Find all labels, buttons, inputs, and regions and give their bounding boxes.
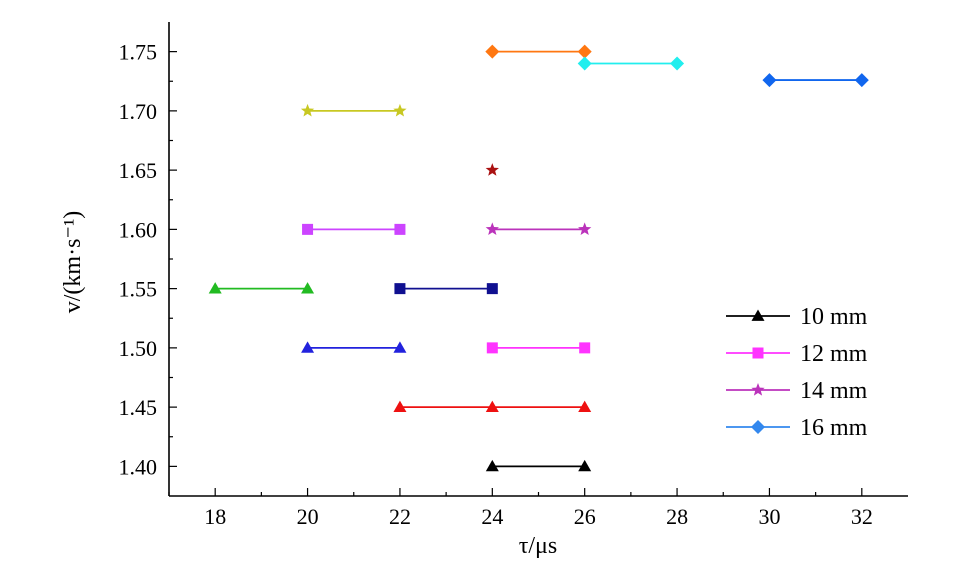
y-tick-label: 1.45	[119, 395, 158, 420]
y-tick-label: 1.75	[119, 40, 158, 65]
series-segment-1	[393, 400, 592, 412]
data-point-star	[393, 103, 407, 117]
x-ticks: 18 20 22 24 26 28 30 32	[168, 488, 873, 529]
legend-entry: 12 mm	[726, 341, 868, 367]
series-segment-3	[208, 282, 315, 294]
y-tick-label: 1.70	[119, 99, 158, 124]
legend-label: 14 mm	[800, 378, 868, 404]
series-segment-8	[485, 163, 499, 176]
y-tick-label: 1.65	[119, 158, 158, 183]
legend-marker-triangle	[751, 309, 765, 321]
y-tick-label: 1.60	[119, 217, 158, 242]
data-point-triangle	[485, 400, 499, 412]
data-point-triangle	[578, 400, 592, 412]
series-segment-5	[394, 283, 498, 295]
data-point-triangle	[301, 282, 315, 294]
x-tick-label: 24	[481, 504, 503, 529]
data-point-square	[302, 223, 314, 235]
series-segment-9	[300, 103, 407, 117]
data-point-star	[300, 103, 315, 117]
data-point-square	[486, 283, 498, 295]
data-point-diamond	[854, 73, 869, 88]
data-point-square	[394, 283, 406, 295]
data-point-diamond	[577, 56, 592, 71]
legend-marker-square	[752, 347, 764, 359]
series-segment-6	[302, 223, 406, 235]
data-point-star	[485, 163, 499, 176]
x-axis-label: τ/μs	[519, 533, 558, 559]
series-segment-4	[486, 342, 591, 354]
y-tick-label: 1.50	[119, 336, 158, 361]
series-segment-10	[485, 44, 592, 59]
legend-marker-diamond	[751, 420, 765, 434]
series-group	[208, 44, 869, 472]
series-segment-11	[577, 56, 685, 71]
legend-label: 16 mm	[800, 415, 868, 441]
legend-entry: 10 mm	[726, 304, 868, 330]
legend: 10 mm 12 mm 14 mm 16 mm	[726, 304, 868, 441]
x-tick-label: 22	[389, 504, 411, 529]
x-tick-label: 30	[758, 504, 780, 529]
data-point-triangle	[393, 400, 407, 412]
data-point-square	[579, 342, 591, 354]
series-segment-2	[301, 341, 407, 353]
y-ticks: 1.40 1.45 1.50 1.55 1.60 1.65 1.70 1.75	[119, 40, 177, 479]
axes	[168, 22, 908, 497]
data-point-star	[485, 222, 499, 236]
data-point-triangle	[301, 341, 315, 353]
data-point-diamond	[485, 44, 500, 59]
series-segment-0	[485, 459, 592, 472]
x-tick-label: 28	[666, 504, 688, 529]
x-tick-label: 26	[574, 504, 596, 529]
y-axis-label: v/(km·s⁻¹)	[60, 211, 86, 314]
x-tick-label: 18	[204, 504, 226, 529]
series-segment-7	[485, 222, 592, 236]
data-point-square	[486, 342, 498, 354]
data-point-diamond	[762, 73, 777, 88]
legend-marker-star	[751, 383, 765, 396]
data-point-star	[578, 222, 592, 236]
data-point-triangle	[393, 341, 407, 353]
legend-label: 10 mm	[800, 304, 868, 330]
data-point-triangle	[578, 459, 592, 472]
data-point-diamond	[577, 44, 592, 59]
series-segment-12	[762, 73, 869, 88]
data-point-triangle	[485, 459, 499, 472]
x-tick-label: 32	[851, 504, 873, 529]
legend-entry: 16 mm	[726, 415, 868, 441]
data-point-triangle	[208, 282, 222, 294]
y-tick-label: 1.40	[119, 454, 158, 479]
legend-label: 12 mm	[800, 341, 868, 367]
data-point-diamond	[670, 56, 685, 71]
data-point-square	[394, 223, 406, 235]
y-tick-label: 1.55	[119, 277, 158, 302]
x-tick-label: 20	[297, 504, 319, 529]
legend-entry: 14 mm	[726, 378, 868, 404]
